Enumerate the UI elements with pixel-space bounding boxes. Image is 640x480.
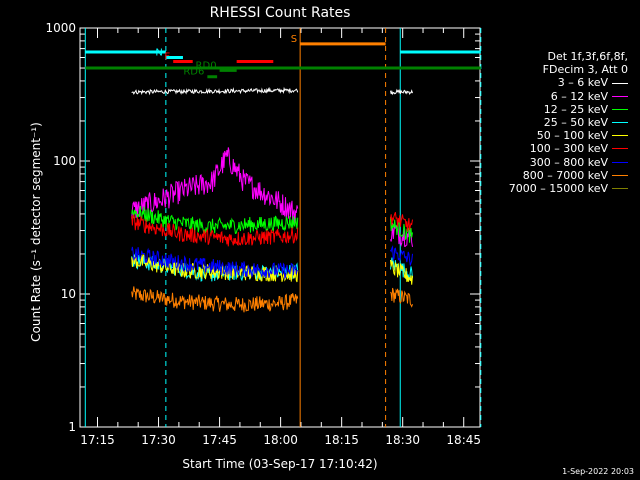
series-line: [390, 287, 413, 308]
y-tick-label: 10: [61, 287, 76, 301]
series-line: [131, 147, 299, 224]
series-line: [131, 86, 299, 96]
series-line: [390, 212, 413, 232]
x-tick-label: 18:15: [324, 433, 359, 447]
timestamp: 1-Sep-2022 20:03: [562, 467, 634, 476]
series-line: [390, 88, 413, 96]
y-axis-label: Count Rate (s⁻¹ detector segment⁻¹): [29, 122, 43, 342]
series-line: [390, 216, 413, 243]
flag-label: F: [164, 51, 170, 62]
flag-label: N: [155, 48, 162, 59]
axes: 1 10 100 1000 17:15 17:30 17:45 18:00 18:15 18:30…: [45, 21, 481, 447]
y-tick-label: 1000: [45, 21, 76, 35]
legend-swatch: [612, 174, 628, 176]
legend-swatch: [612, 108, 628, 110]
legend-title-line-1: Det 1f,3f,6f,8f,: [547, 50, 628, 63]
legend-entry: 100 – 300 keV: [478, 142, 628, 155]
legend-entry-label: 6 – 12 keV: [550, 89, 608, 103]
x-tick-label: 18:30: [385, 433, 420, 447]
legend-title-line-2: FDecim 3, Att 0: [542, 63, 628, 77]
series-line: [131, 214, 299, 247]
legend-entry-label: 300 – 800 keV: [529, 155, 608, 169]
flag-label: RD0: [196, 60, 217, 71]
legend-entry-label: 12 – 25 keV: [543, 102, 608, 116]
flag-label: RD6: [183, 67, 204, 78]
legend-entry: 50 – 100 keV: [478, 129, 628, 142]
series-line: [131, 286, 299, 313]
legend-entry-label: 50 – 100 keV: [536, 129, 608, 143]
legend-entry-label: 3 – 6 keV: [557, 76, 608, 90]
flag-label: S: [291, 34, 297, 45]
series-line: [131, 246, 299, 280]
legend-swatch: [612, 95, 628, 97]
x-tick-label: 17:15: [80, 433, 115, 447]
legend-entry-label: 100 – 300 keV: [529, 142, 608, 156]
series-line: [390, 259, 413, 285]
legend-swatch: [612, 161, 628, 163]
chart-title: RHESSI Count Rates: [210, 5, 351, 21]
legend-entry: 7000 – 15000 keV: [478, 182, 628, 195]
legend-entry: 3 – 6 keV: [478, 76, 628, 89]
x-tick-label: 18:45: [446, 433, 481, 447]
series-lines: [131, 86, 413, 313]
legend-swatch: [612, 148, 628, 150]
legend-swatch: [612, 122, 628, 124]
legend-entry-label: 7000 – 15000 keV: [508, 181, 608, 195]
legend-swatch: [612, 82, 628, 84]
legend-entry-label: 800 – 7000 keV: [522, 168, 608, 182]
legend-entry: 12 – 25 keV: [478, 103, 628, 116]
legend-entry-label: 25 – 50 keV: [543, 115, 608, 129]
y-tick-label: 1: [68, 420, 76, 434]
series-line: [131, 206, 299, 235]
legend-entries: 3 – 6 keV 6 – 12 keV 12 – 25 keV 25 – 50 ke…: [478, 76, 628, 195]
legend-swatch: [612, 135, 628, 137]
x-tick-label: 18:00: [263, 433, 298, 447]
series-line: [390, 245, 413, 266]
legend-swatch: [612, 188, 628, 189]
plot-frame: [79, 27, 481, 428]
legend: Det 1f,3f,6f,8f, FDecim 3, Att 0 3 – 6 k…: [478, 50, 628, 195]
legend-entry: 25 – 50 keV: [478, 116, 628, 129]
x-axis-label: Start Time (03-Sep-17 17:10:42): [182, 457, 377, 471]
x-tick-label: 17:30: [141, 433, 176, 447]
x-tick-label: 17:45: [202, 433, 237, 447]
legend-entry: 800 – 7000 keV: [478, 169, 628, 182]
legend-entry: 6 – 12 keV: [478, 90, 628, 103]
legend-entry: 300 – 800 keV: [478, 156, 628, 169]
y-tick-label: 100: [53, 154, 76, 168]
